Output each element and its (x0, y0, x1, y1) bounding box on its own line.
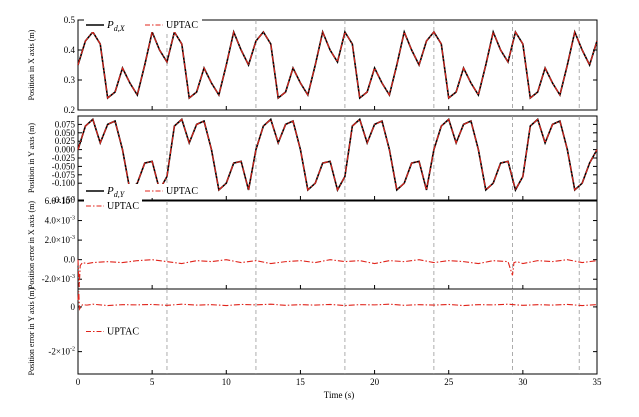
legend: Pd,X UPTAC (84, 18, 202, 33)
x-tick-label: 15 (296, 377, 306, 387)
x-axis-label: Time (s) (324, 390, 354, 400)
y-axis-label: Position error in Y axis (m) (27, 287, 36, 375)
legend: UPTAC (84, 324, 142, 339)
y-tick-label: 0.5 (64, 15, 76, 25)
y-tick-label: 0.0 (64, 255, 76, 265)
x-tick-label: 5 (150, 377, 155, 387)
legend-entry: Pd,X (106, 19, 126, 33)
chart-panels: 0.2 0.3 0.4 0.5 Position in X axis (m) Pd,X UP… (27, 15, 598, 375)
y-tick-label: 0.000 (55, 145, 76, 155)
y-tick-label: 0.025 (55, 136, 76, 146)
legend: UPTAC (84, 199, 142, 213)
y-tick-label: 0.3 (64, 75, 76, 85)
y-tick-label: -0.025 (52, 153, 76, 163)
x-tick-label: 0 (76, 377, 81, 387)
y-tick-label: 0.2 (64, 105, 75, 115)
y-tick-label: 0.075 (55, 119, 76, 129)
series-line-uptac (77, 118, 598, 192)
legend-entry: Pd,Y (106, 185, 126, 199)
y-axis-label: Position in Y axis (m) (27, 123, 36, 193)
y-tick-label: -0.075 (52, 170, 76, 180)
x-tick-label: 30 (518, 377, 528, 387)
series-line-uptac (77, 291, 598, 311)
plot-frame (77, 19, 598, 111)
legend-box (84, 184, 202, 198)
legend-entry: UPTAC (166, 20, 198, 31)
panel-px: 0.2 0.3 0.4 0.5 Position in X axis (m) Pd,X UP… (27, 15, 598, 115)
legend-box (84, 324, 142, 339)
panel-py: -0.150 -0.100-0.075-0.050-0.0250.0000.025… (27, 115, 598, 205)
y-tick-label: 0.050 (55, 128, 76, 138)
x-tick-label: 20 (370, 377, 380, 387)
y-tick-label: -2×10-2 (48, 347, 75, 357)
x-tick-label: 10 (222, 377, 232, 387)
series-line-pd-y (77, 117, 598, 193)
series-line-uptac (77, 30, 598, 100)
y-tick-label: 0.4 (64, 45, 76, 55)
series-line-uptac (77, 259, 598, 288)
y-tick-label: -0.050 (52, 161, 76, 171)
legend-box (84, 18, 202, 32)
y-tick-label: 2.0×10-3 (45, 235, 75, 245)
y-tick-label: 6.0×10-3 (45, 196, 75, 206)
x-tick-label: 25 (444, 377, 454, 387)
legend-entry: UPTAC (107, 327, 139, 338)
plot-frame (77, 288, 598, 375)
y-tick-label: -0.150 (52, 195, 76, 205)
y-tick-label: 4.0×10-3 (45, 216, 75, 226)
y-tick-label: -2.0×10-3 (42, 274, 75, 284)
legend: Pd,Y UPTAC (84, 184, 202, 199)
y-tick-label: 0 (71, 302, 76, 312)
legend-box (84, 199, 142, 213)
y-axis-label: Position in X axis (m) (27, 29, 36, 100)
x-tick-label: 35 (593, 377, 603, 387)
plot-frame (77, 200, 598, 290)
legend-entry: UPTAC (166, 186, 198, 197)
y-axis-label: Position error in X axis (m) (27, 201, 36, 290)
panel-ey: -2×10-2 0 Position error in Y axis (m) UPTA… (27, 287, 598, 375)
y-tick-label: -0.100 (52, 178, 76, 188)
x-axis: 0 5 10 15 20 25 30 35 (76, 377, 602, 387)
legend-entry: UPTAC (107, 201, 139, 212)
panel-ex: -2.0×10-3 0.0 2.0×10-3 4.0×10-3 6.0×10-3 Posi… (27, 196, 598, 290)
